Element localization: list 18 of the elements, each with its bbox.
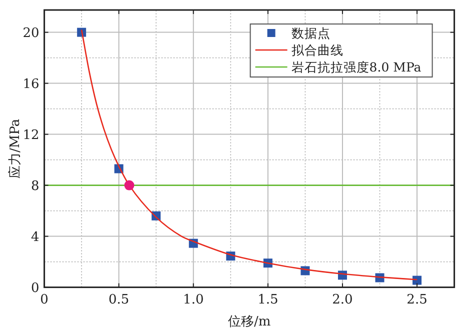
x-axis-title: 位移/m: [228, 314, 271, 330]
legend-label: 数据点: [291, 26, 330, 40]
point: [124, 180, 134, 190]
legend-label: 拟合曲线: [291, 42, 344, 58]
y-tick-label: 0: [31, 280, 40, 296]
x-tick-label: 1.5: [258, 292, 278, 308]
legend-label: 岩石抗拉强度8.0 MPa: [291, 60, 422, 74]
x-tick-label: 2.5: [406, 292, 428, 308]
x-tick-label: 0.5: [108, 292, 130, 308]
y-tick-label: 16: [22, 76, 40, 92]
y-tick-label: 4: [31, 230, 40, 245]
y-tick-label: 20: [22, 26, 40, 41]
x-tick-label: 2.0: [332, 292, 353, 308]
point: [412, 276, 422, 285]
y-axis-title: 应力/MPa: [7, 118, 23, 178]
x-tick-label: 1.0: [183, 292, 204, 308]
y-tick-label: 8: [31, 178, 40, 194]
y-tick-label: 12: [22, 128, 40, 143]
